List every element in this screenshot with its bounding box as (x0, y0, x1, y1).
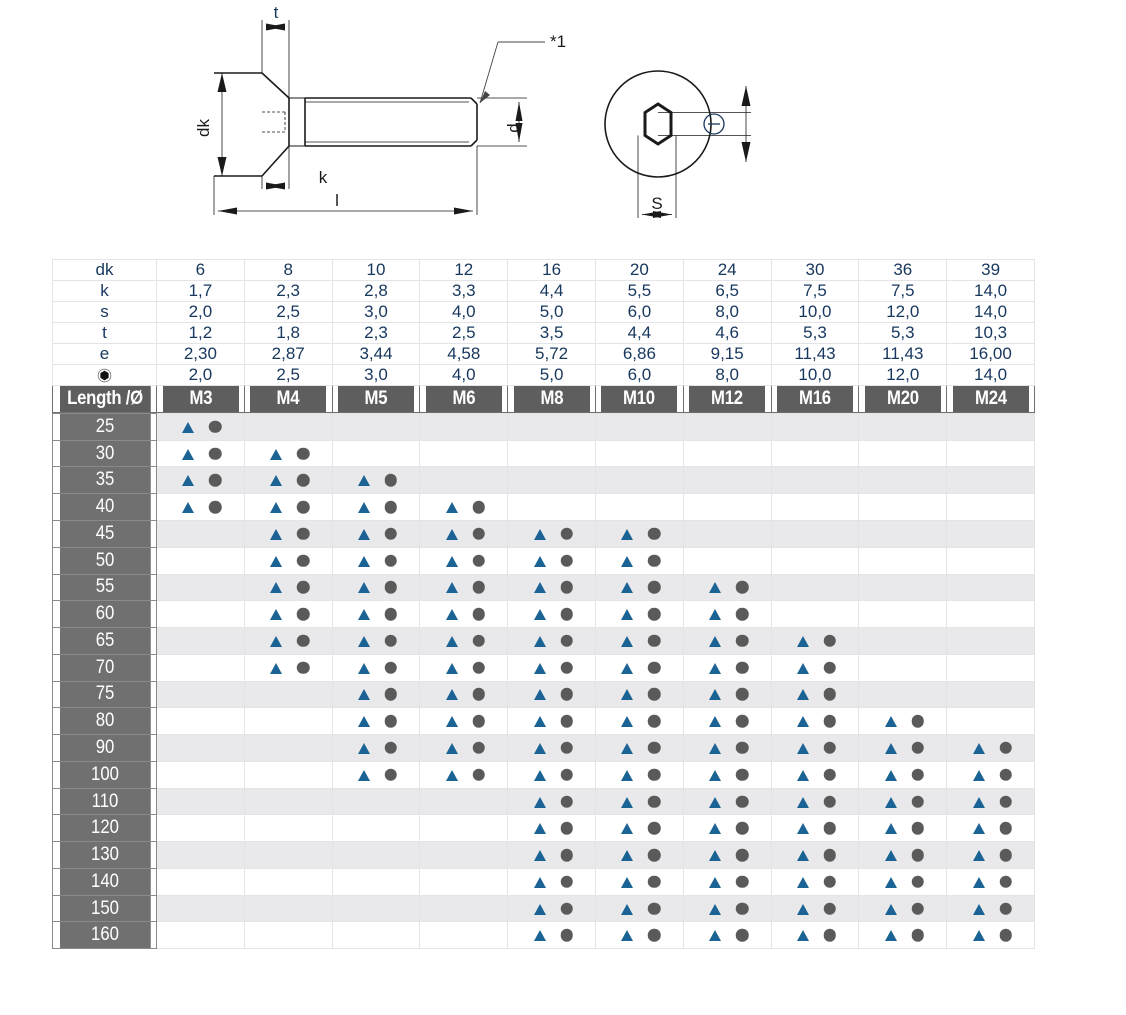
svg-text:dk: dk (194, 119, 213, 137)
svg-text:t: t (274, 3, 279, 22)
svg-text:d: d (504, 123, 523, 132)
svg-text:l: l (335, 191, 339, 210)
svg-text:*1: *1 (550, 32, 566, 51)
svg-text:k: k (319, 168, 328, 187)
svg-text:S: S (651, 194, 662, 213)
